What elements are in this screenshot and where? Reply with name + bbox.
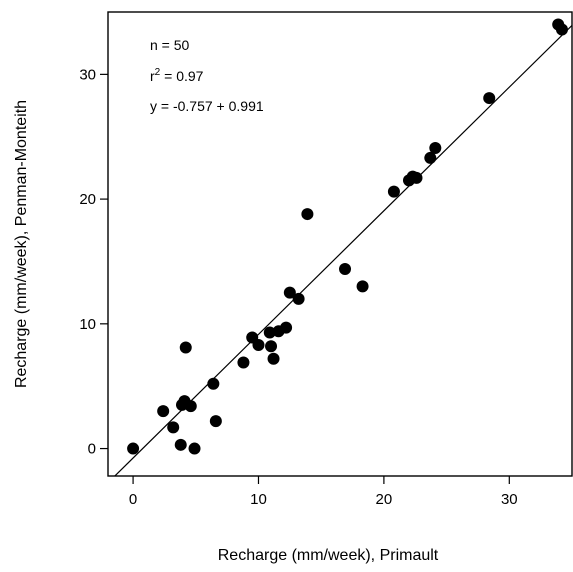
y-tick-label: 0 (88, 441, 96, 458)
data-point (252, 339, 264, 351)
data-point (237, 356, 249, 368)
data-point (410, 172, 422, 184)
data-point (339, 263, 351, 275)
data-point (185, 400, 197, 412)
data-point (265, 340, 277, 352)
data-point (127, 443, 139, 455)
data-point (556, 23, 568, 35)
data-point (357, 280, 369, 292)
data-point (301, 208, 313, 220)
data-point (207, 378, 219, 390)
data-point (268, 353, 280, 365)
annotation-n: n = 50 (150, 37, 190, 53)
x-tick-label: 0 (129, 491, 137, 508)
annotation-equation: y = -0.757 + 0.991 (150, 98, 264, 114)
y-axis-ticks: 0 10 20 30 (79, 66, 108, 457)
x-axis-label: Recharge (mm/week), Primault (218, 547, 439, 564)
x-tick-label: 10 (250, 491, 267, 508)
data-point (280, 322, 292, 334)
data-point (175, 439, 187, 451)
data-point (167, 421, 179, 433)
x-tick-label: 20 (376, 491, 393, 508)
y-tick-label: 10 (79, 316, 96, 333)
data-point (429, 142, 441, 154)
regression-line (108, 25, 572, 482)
y-tick-label: 20 (79, 191, 96, 208)
data-point (157, 405, 169, 417)
y-tick-label: 30 (79, 66, 96, 83)
x-tick-label: 30 (501, 491, 518, 508)
annotation-r2: r2 = 0.97 (150, 67, 204, 84)
data-point (293, 293, 305, 305)
data-point (180, 342, 192, 354)
data-point (388, 186, 400, 198)
data-point (210, 415, 222, 427)
data-point (189, 443, 201, 455)
data-point (483, 92, 495, 104)
x-axis-ticks: 0 10 20 30 (129, 476, 518, 508)
y-axis-label: Recharge (mm/week), Penman-Monteith (13, 100, 30, 388)
